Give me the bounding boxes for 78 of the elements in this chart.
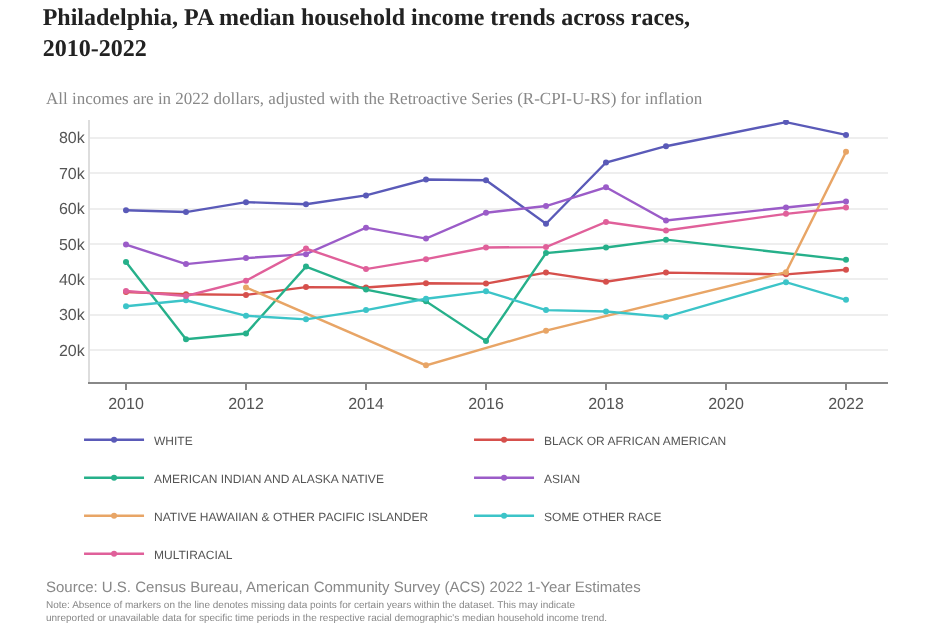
line-series xyxy=(123,204,849,299)
line-series xyxy=(123,266,849,298)
point xyxy=(663,227,669,234)
y-tick-label: 80k xyxy=(58,129,87,148)
point xyxy=(663,269,669,276)
point xyxy=(663,217,669,224)
line-series xyxy=(123,236,849,344)
x-tick-label: 2014 xyxy=(348,395,385,414)
point xyxy=(843,296,849,303)
point xyxy=(123,303,129,310)
point xyxy=(123,241,129,248)
point xyxy=(303,316,309,323)
point xyxy=(783,120,789,126)
y-tick-label: 60k xyxy=(58,200,87,219)
point xyxy=(843,256,849,263)
point xyxy=(123,207,129,214)
point xyxy=(783,210,789,217)
point xyxy=(423,280,429,287)
point xyxy=(603,244,609,251)
point xyxy=(603,278,609,285)
point xyxy=(603,184,609,191)
point xyxy=(243,312,249,319)
point xyxy=(363,192,369,199)
point xyxy=(303,251,309,258)
point xyxy=(423,235,429,242)
point xyxy=(483,177,489,184)
point xyxy=(423,256,429,263)
line-series xyxy=(123,120,849,227)
point xyxy=(363,307,369,314)
point xyxy=(543,307,549,314)
point xyxy=(603,159,609,166)
point xyxy=(783,204,789,211)
point xyxy=(843,204,849,211)
x-tick-label: 2018 xyxy=(588,395,625,414)
y-tick-label: 70k xyxy=(58,164,87,183)
y-tick-label: 30k xyxy=(58,306,87,325)
point xyxy=(843,198,849,205)
point xyxy=(303,201,309,208)
point xyxy=(243,284,249,291)
point xyxy=(423,176,429,183)
point xyxy=(183,336,189,343)
point xyxy=(483,288,489,295)
chart-title: Philadelphia, PA median household income trends across races, 2010-2022 xyxy=(42,3,691,63)
point xyxy=(483,280,489,287)
point xyxy=(243,199,249,206)
point xyxy=(483,209,489,216)
point xyxy=(123,258,129,265)
point xyxy=(843,266,849,273)
x-tick-label: 2016 xyxy=(468,395,505,414)
point xyxy=(843,148,849,155)
point xyxy=(663,236,669,243)
point xyxy=(303,245,309,252)
y-tick-label: 50k xyxy=(58,235,87,254)
point xyxy=(423,362,429,369)
point xyxy=(663,313,669,320)
point xyxy=(363,224,369,231)
x-tick-label: 2010 xyxy=(108,395,145,414)
point xyxy=(243,277,249,284)
line-series xyxy=(123,184,849,268)
x-tick-label: 2012 xyxy=(228,395,265,414)
point xyxy=(483,244,489,251)
point xyxy=(243,330,249,337)
point xyxy=(663,143,669,150)
x-tick-label: 2022 xyxy=(828,395,865,414)
point xyxy=(783,279,789,286)
point xyxy=(543,220,549,227)
chart-subtitle: All incomes are in 2022 dollars, adjusted with the Retroactive Series (R-CPI-U-RS) for inflation xyxy=(46,88,704,108)
line-series xyxy=(243,148,849,369)
point xyxy=(303,263,309,270)
point xyxy=(543,327,549,334)
y-tick-label: 20k xyxy=(58,341,87,360)
point xyxy=(543,269,549,276)
point xyxy=(543,244,549,251)
point xyxy=(603,308,609,315)
line-series xyxy=(123,279,849,323)
point xyxy=(843,131,849,138)
x-tick-label: 2020 xyxy=(708,395,745,414)
y-tick-label: 40k xyxy=(58,270,87,289)
